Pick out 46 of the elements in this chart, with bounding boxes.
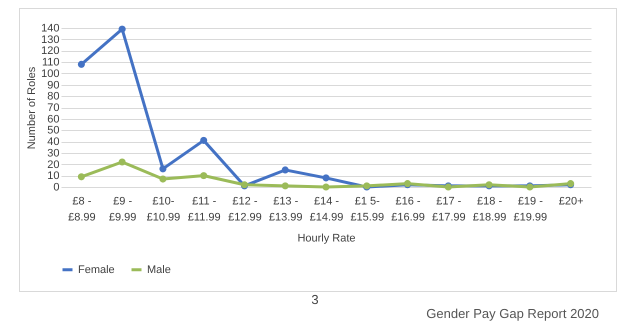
x-tick-label: £14 - £14.99: [310, 196, 344, 224]
point: [159, 176, 166, 183]
y-tick-label: 80: [47, 90, 60, 103]
y-tick-label: 90: [47, 79, 60, 92]
x-tick-label: £20+: [558, 196, 584, 208]
x-tick-label: £16 - £16.99: [391, 196, 425, 224]
x-tick-label: £10- £10.99: [146, 196, 180, 224]
legend-label: Female: [78, 264, 115, 276]
y-tick-label: 100: [41, 68, 60, 80]
point: [322, 174, 330, 182]
x-tick-label: £18 - £18.99: [472, 196, 506, 224]
y-tick-label: 120: [41, 45, 60, 58]
x-tick-label: £1 5- £15.99: [350, 196, 384, 224]
point: [282, 182, 289, 190]
point: [78, 60, 85, 68]
point: [322, 183, 330, 191]
point: [200, 172, 208, 180]
x-tick-label: £17 - £17.99: [432, 196, 466, 224]
point: [282, 166, 289, 174]
x-tick-label: £12 - £12.99: [228, 196, 262, 224]
point: [159, 165, 166, 172]
y-tick-label: 130: [41, 34, 60, 46]
point: [78, 173, 85, 180]
x-tick-label: £13 - £13.99: [268, 196, 303, 224]
y-tick-label: 40: [47, 136, 60, 148]
y-tick-label: 70: [47, 102, 60, 114]
x-axis-title: Hourly Rate: [297, 232, 356, 244]
y-tick-label: 60: [47, 113, 60, 126]
y-axis-title: Number of Roles: [26, 66, 38, 150]
x-tick-label: £8 - £8.99: [68, 196, 96, 224]
y-tick-label: 30: [47, 147, 60, 160]
text: 3: [310, 292, 320, 307]
x-tick-label: £19 - £19.99: [514, 196, 548, 224]
y-tick-label: 140: [41, 22, 60, 34]
y-tick-label: 20: [47, 158, 60, 171]
y-tick-label: 110: [42, 56, 60, 69]
y-tick-label: 0: [53, 182, 60, 194]
x-tick-label: £9 - £9.99: [108, 196, 136, 224]
y-tick-label: 50: [47, 124, 60, 137]
point: [200, 136, 208, 144]
y-tick-label: 10: [47, 170, 60, 182]
point: [118, 158, 126, 166]
text: Gender Pay Gap Report 2020: [426, 306, 599, 321]
x-tick-label: £11 - £11.99: [188, 196, 221, 224]
point: [118, 26, 126, 33]
legend-label: Male: [147, 264, 171, 276]
